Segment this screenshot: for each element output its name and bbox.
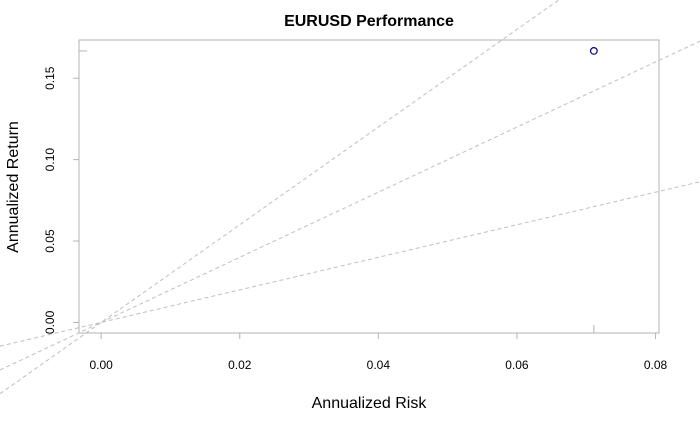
x-tick-label: 0.00 [89,358,113,372]
x-tick-label: 0.02 [228,358,252,372]
plot-frame [78,39,660,334]
y-axis: 0.00 0.05 0.10 0.15 [43,66,79,334]
x-axis-label: Annualized Risk [312,395,428,412]
x-tick-label: 0.08 [644,358,668,372]
reference-lines [0,0,700,395]
x-axis: 0.00 0.02 0.04 0.06 0.08 [89,333,668,372]
data-points [79,47,598,333]
reference-line-3 [0,0,560,395]
reference-line-2 [0,40,700,371]
y-axis-label: Annualized Return [5,121,22,253]
chart-title: EURUSD Performance [284,13,454,30]
reference-line-1 [0,181,700,347]
y-tick-label: 0.15 [43,66,57,90]
data-point [589,47,598,55]
y-tick-label: 0.10 [43,148,57,172]
x-tick-label: 0.06 [505,358,529,372]
x-tick-label: 0.04 [367,358,391,372]
y-tick-label: 0.05 [43,229,57,253]
y-tick-label: 0.00 [43,310,57,334]
